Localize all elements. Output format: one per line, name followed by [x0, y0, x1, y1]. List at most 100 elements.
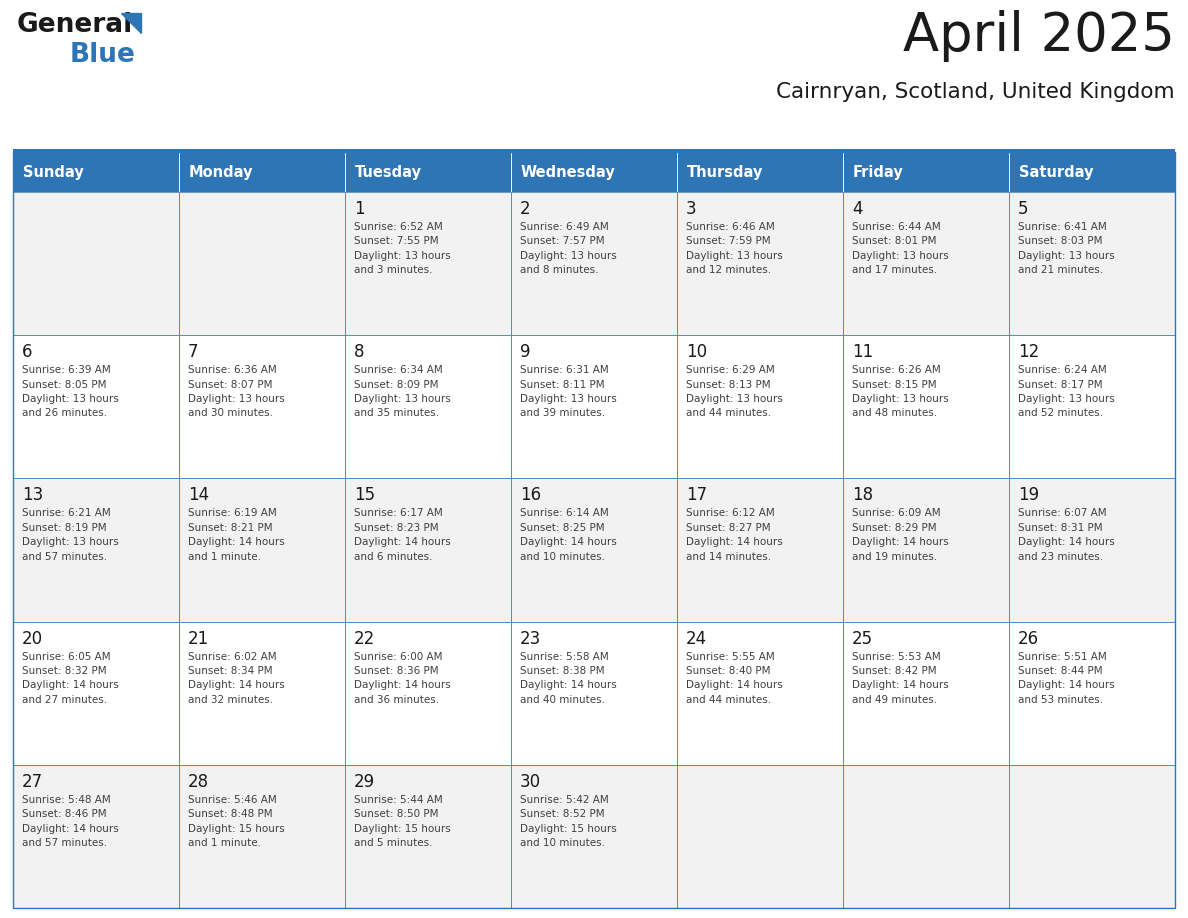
Bar — [511, 621, 677, 765]
Text: 26: 26 — [1018, 630, 1040, 647]
Bar — [843, 765, 1009, 908]
Text: Sunrise: 6:09 AM
Sunset: 8:29 PM
Daylight: 14 hours
and 19 minutes.: Sunrise: 6:09 AM Sunset: 8:29 PM Dayligh… — [852, 509, 949, 562]
Bar — [179, 152, 345, 192]
Text: Sunrise: 6:00 AM
Sunset: 8:36 PM
Daylight: 14 hours
and 36 minutes.: Sunrise: 6:00 AM Sunset: 8:36 PM Dayligh… — [354, 652, 450, 705]
Text: 9: 9 — [520, 343, 531, 361]
Text: Sunrise: 5:48 AM
Sunset: 8:46 PM
Daylight: 14 hours
and 57 minutes.: Sunrise: 5:48 AM Sunset: 8:46 PM Dayligh… — [23, 795, 119, 848]
Bar — [1009, 765, 1175, 908]
Bar — [843, 335, 1009, 478]
Bar — [13, 149, 1175, 154]
Text: Sunrise: 6:24 AM
Sunset: 8:17 PM
Daylight: 13 hours
and 52 minutes.: Sunrise: 6:24 AM Sunset: 8:17 PM Dayligh… — [1018, 365, 1114, 419]
Bar — [1009, 152, 1175, 192]
Text: Sunrise: 5:46 AM
Sunset: 8:48 PM
Daylight: 15 hours
and 1 minute.: Sunrise: 5:46 AM Sunset: 8:48 PM Dayligh… — [188, 795, 285, 848]
Bar — [179, 335, 345, 478]
Text: 4: 4 — [852, 200, 862, 218]
Text: Sunrise: 6:49 AM
Sunset: 7:57 PM
Daylight: 13 hours
and 8 minutes.: Sunrise: 6:49 AM Sunset: 7:57 PM Dayligh… — [520, 222, 617, 275]
Bar — [677, 765, 843, 908]
Text: Sunrise: 5:51 AM
Sunset: 8:44 PM
Daylight: 14 hours
and 53 minutes.: Sunrise: 5:51 AM Sunset: 8:44 PM Dayligh… — [1018, 652, 1114, 705]
Bar — [843, 192, 1009, 335]
Text: Sunrise: 6:34 AM
Sunset: 8:09 PM
Daylight: 13 hours
and 35 minutes.: Sunrise: 6:34 AM Sunset: 8:09 PM Dayligh… — [354, 365, 450, 419]
Bar — [1009, 621, 1175, 765]
Bar — [13, 621, 179, 765]
Bar — [843, 478, 1009, 621]
Bar — [13, 192, 179, 335]
Text: Sunrise: 6:21 AM
Sunset: 8:19 PM
Daylight: 13 hours
and 57 minutes.: Sunrise: 6:21 AM Sunset: 8:19 PM Dayligh… — [23, 509, 119, 562]
Text: 13: 13 — [23, 487, 43, 504]
Text: 3: 3 — [685, 200, 696, 218]
Bar — [511, 152, 677, 192]
Text: Cairnryan, Scotland, United Kingdom: Cairnryan, Scotland, United Kingdom — [777, 82, 1175, 102]
Text: Wednesday: Wednesday — [522, 164, 615, 180]
Text: Sunrise: 6:14 AM
Sunset: 8:25 PM
Daylight: 14 hours
and 10 minutes.: Sunrise: 6:14 AM Sunset: 8:25 PM Dayligh… — [520, 509, 617, 562]
Bar — [179, 478, 345, 621]
Text: Sunrise: 5:44 AM
Sunset: 8:50 PM
Daylight: 15 hours
and 5 minutes.: Sunrise: 5:44 AM Sunset: 8:50 PM Dayligh… — [354, 795, 450, 848]
Text: 27: 27 — [23, 773, 43, 790]
Text: Sunrise: 6:05 AM
Sunset: 8:32 PM
Daylight: 14 hours
and 27 minutes.: Sunrise: 6:05 AM Sunset: 8:32 PM Dayligh… — [23, 652, 119, 705]
Bar — [13, 152, 179, 192]
Text: General: General — [17, 12, 133, 38]
Text: 10: 10 — [685, 343, 707, 361]
Text: 11: 11 — [852, 343, 873, 361]
Bar — [1009, 478, 1175, 621]
Text: 8: 8 — [354, 343, 365, 361]
Text: 30: 30 — [520, 773, 541, 790]
Bar — [1009, 335, 1175, 478]
Text: Sunrise: 5:55 AM
Sunset: 8:40 PM
Daylight: 14 hours
and 44 minutes.: Sunrise: 5:55 AM Sunset: 8:40 PM Dayligh… — [685, 652, 783, 705]
Text: Sunrise: 6:46 AM
Sunset: 7:59 PM
Daylight: 13 hours
and 12 minutes.: Sunrise: 6:46 AM Sunset: 7:59 PM Dayligh… — [685, 222, 783, 275]
Text: 2: 2 — [520, 200, 531, 218]
Bar — [345, 765, 511, 908]
Text: Sunrise: 6:19 AM
Sunset: 8:21 PM
Daylight: 14 hours
and 1 minute.: Sunrise: 6:19 AM Sunset: 8:21 PM Dayligh… — [188, 509, 285, 562]
Text: Sunrise: 6:36 AM
Sunset: 8:07 PM
Daylight: 13 hours
and 30 minutes.: Sunrise: 6:36 AM Sunset: 8:07 PM Dayligh… — [188, 365, 285, 419]
Text: Tuesday: Tuesday — [355, 164, 422, 180]
Bar — [1009, 192, 1175, 335]
Text: 20: 20 — [23, 630, 43, 647]
Text: 1: 1 — [354, 200, 365, 218]
Text: Sunrise: 6:31 AM
Sunset: 8:11 PM
Daylight: 13 hours
and 39 minutes.: Sunrise: 6:31 AM Sunset: 8:11 PM Dayligh… — [520, 365, 617, 419]
Bar — [843, 152, 1009, 192]
Text: Sunrise: 6:17 AM
Sunset: 8:23 PM
Daylight: 14 hours
and 6 minutes.: Sunrise: 6:17 AM Sunset: 8:23 PM Dayligh… — [354, 509, 450, 562]
Text: 16: 16 — [520, 487, 541, 504]
Text: Friday: Friday — [853, 164, 904, 180]
Text: Sunrise: 6:26 AM
Sunset: 8:15 PM
Daylight: 13 hours
and 48 minutes.: Sunrise: 6:26 AM Sunset: 8:15 PM Dayligh… — [852, 365, 949, 419]
Bar — [511, 478, 677, 621]
Text: April 2025: April 2025 — [903, 10, 1175, 62]
Polygon shape — [121, 13, 141, 33]
Bar — [345, 152, 511, 192]
Text: Saturday: Saturday — [1019, 164, 1093, 180]
Bar — [13, 335, 179, 478]
Text: 29: 29 — [354, 773, 375, 790]
Bar — [179, 765, 345, 908]
Text: 28: 28 — [188, 773, 209, 790]
Bar — [13, 152, 1175, 908]
Text: Sunrise: 6:39 AM
Sunset: 8:05 PM
Daylight: 13 hours
and 26 minutes.: Sunrise: 6:39 AM Sunset: 8:05 PM Dayligh… — [23, 365, 119, 419]
Text: Monday: Monday — [189, 164, 253, 180]
Bar — [677, 335, 843, 478]
Text: Sunrise: 6:02 AM
Sunset: 8:34 PM
Daylight: 14 hours
and 32 minutes.: Sunrise: 6:02 AM Sunset: 8:34 PM Dayligh… — [188, 652, 285, 705]
Text: 24: 24 — [685, 630, 707, 647]
Text: 19: 19 — [1018, 487, 1040, 504]
Bar — [345, 621, 511, 765]
Bar — [677, 621, 843, 765]
Bar — [13, 478, 179, 621]
Text: Sunrise: 6:44 AM
Sunset: 8:01 PM
Daylight: 13 hours
and 17 minutes.: Sunrise: 6:44 AM Sunset: 8:01 PM Dayligh… — [852, 222, 949, 275]
Text: Thursday: Thursday — [687, 164, 764, 180]
Text: 15: 15 — [354, 487, 375, 504]
Text: Sunrise: 6:12 AM
Sunset: 8:27 PM
Daylight: 14 hours
and 14 minutes.: Sunrise: 6:12 AM Sunset: 8:27 PM Dayligh… — [685, 509, 783, 562]
Text: 6: 6 — [23, 343, 32, 361]
Text: Sunrise: 5:58 AM
Sunset: 8:38 PM
Daylight: 14 hours
and 40 minutes.: Sunrise: 5:58 AM Sunset: 8:38 PM Dayligh… — [520, 652, 617, 705]
Bar — [677, 152, 843, 192]
Text: 23: 23 — [520, 630, 542, 647]
Text: Sunday: Sunday — [23, 164, 83, 180]
Bar — [677, 192, 843, 335]
Text: 12: 12 — [1018, 343, 1040, 361]
Bar — [677, 478, 843, 621]
Text: Sunrise: 5:42 AM
Sunset: 8:52 PM
Daylight: 15 hours
and 10 minutes.: Sunrise: 5:42 AM Sunset: 8:52 PM Dayligh… — [520, 795, 617, 848]
Bar — [511, 765, 677, 908]
Text: 17: 17 — [685, 487, 707, 504]
Text: Sunrise: 5:53 AM
Sunset: 8:42 PM
Daylight: 14 hours
and 49 minutes.: Sunrise: 5:53 AM Sunset: 8:42 PM Dayligh… — [852, 652, 949, 705]
Text: 18: 18 — [852, 487, 873, 504]
Text: 14: 14 — [188, 487, 209, 504]
Text: 22: 22 — [354, 630, 375, 647]
Bar — [345, 335, 511, 478]
Bar — [511, 192, 677, 335]
